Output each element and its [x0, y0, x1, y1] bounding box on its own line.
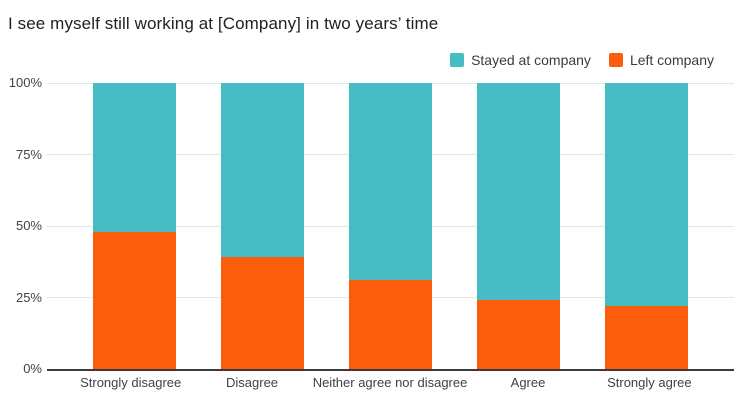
bar-stack	[220, 83, 304, 369]
y-axis-tick-label: 0%	[23, 361, 42, 376]
x-axis-label: Agree	[510, 375, 546, 390]
bar-stack	[476, 83, 560, 369]
bar-segment-stayed-at-company	[92, 83, 176, 232]
bar-segment-stayed-at-company	[604, 83, 688, 307]
bar-segment-left-company	[604, 306, 688, 369]
plot-area: 100% 75% 50% 25% 0%	[9, 76, 734, 376]
bar-segment-left-company	[348, 280, 432, 369]
y-axis-tick-label: 100%	[8, 75, 42, 90]
bar-segment-stayed-at-company	[220, 83, 304, 258]
legend-swatch-icon	[450, 53, 465, 67]
bar-segment-left-company	[476, 300, 560, 369]
bar-slot-agree	[454, 83, 582, 369]
x-axis-labels: Strongly disagree Disagree Neither agree n…	[70, 375, 710, 390]
y-axis-tick-label: 50%	[15, 218, 42, 233]
bar-segment-left-company	[92, 231, 176, 369]
bar-stack	[92, 83, 176, 369]
y-axis-tick-label: 75%	[15, 146, 42, 162]
x-axis-label: Strongly disagree	[80, 375, 182, 390]
legend-item-left-company: Left company	[608, 52, 714, 68]
chart-title: I see myself still working at [Company] …	[8, 14, 439, 33]
x-axis-label: Strongly agree	[607, 375, 692, 390]
bar-slot-strongly-disagree	[70, 83, 198, 369]
bar-stack	[348, 83, 432, 369]
bar-stack	[604, 83, 688, 369]
bar-slot-strongly-agree	[582, 83, 710, 369]
bar-slot-neither-agree-nor-disagree	[326, 83, 454, 369]
bar-segment-left-company	[220, 257, 304, 369]
bars-row	[70, 83, 710, 369]
x-axis-label: Neither agree nor disagree	[312, 375, 468, 390]
bar-slot-disagree	[198, 83, 326, 369]
legend-swatch-icon	[608, 53, 623, 67]
bar-segment-stayed-at-company	[476, 83, 560, 301]
x-axis-label: Disagree	[226, 375, 279, 390]
legend-label: Left company	[629, 52, 714, 68]
legend: Stayed at company Left company	[450, 52, 714, 68]
legend-item-stayed-at-company: Stayed at company	[450, 52, 591, 68]
y-axis-tick-label: 25%	[15, 289, 42, 305]
legend-label: Stayed at company	[471, 52, 591, 68]
bar-segment-stayed-at-company	[348, 83, 432, 281]
